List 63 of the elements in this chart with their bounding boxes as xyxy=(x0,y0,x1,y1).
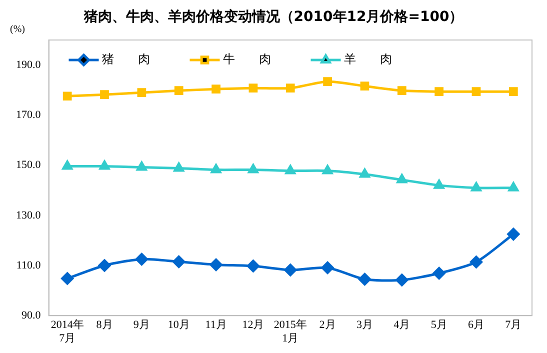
point xyxy=(508,182,519,192)
y-tick-label: 110.0 xyxy=(16,259,42,272)
point xyxy=(98,259,111,272)
x-tick-label: 11月 xyxy=(205,319,227,332)
y-tick-label: 190.0 xyxy=(16,58,42,71)
point xyxy=(360,82,370,91)
y-tick-label: 150.0 xyxy=(16,159,42,172)
y-tick-label: 130.0 xyxy=(16,209,42,222)
point xyxy=(62,92,72,101)
point xyxy=(321,261,334,274)
point xyxy=(174,86,184,96)
point xyxy=(137,88,146,98)
point xyxy=(470,256,482,268)
point xyxy=(397,86,406,96)
x-tick-label: 6月 xyxy=(468,319,484,332)
y-tick-label: 90.0 xyxy=(22,309,42,322)
point xyxy=(396,174,408,184)
point xyxy=(62,160,72,170)
point xyxy=(285,165,296,174)
x-tick-label: 8月 xyxy=(96,319,113,332)
point xyxy=(322,165,333,174)
x-tick-label: 2015年 1月 xyxy=(274,319,307,344)
point xyxy=(248,84,258,93)
point xyxy=(471,182,482,192)
point xyxy=(212,84,220,94)
point xyxy=(100,90,109,100)
point xyxy=(172,255,186,268)
point xyxy=(434,180,444,189)
point xyxy=(246,260,260,272)
point xyxy=(99,160,110,170)
point xyxy=(396,274,408,286)
x-tick-label: 3月 xyxy=(356,319,373,332)
point xyxy=(248,164,258,174)
point xyxy=(136,162,147,171)
point xyxy=(61,272,74,285)
point xyxy=(174,162,184,172)
legend-label: 羊 肉 xyxy=(344,52,392,66)
x-tick-label: 2014年 7月 xyxy=(50,319,84,344)
point xyxy=(434,87,444,96)
y-tick-label: 170.0 xyxy=(16,109,42,122)
legend-label: 牛 肉 xyxy=(222,52,271,66)
x-tick-label: 5月 xyxy=(430,319,448,332)
x-tick-label: 7月 xyxy=(505,319,522,332)
point xyxy=(210,164,222,174)
chart-title: 猪肉、牛肉、羊肉价格变动情况（2010年12月价格=100） xyxy=(84,9,464,25)
point xyxy=(210,258,222,271)
x-tick-label: 12月 xyxy=(242,319,264,332)
point xyxy=(284,264,297,276)
x-tick-label: 10月 xyxy=(168,319,190,332)
x-tick-label: 2月 xyxy=(319,319,336,332)
x-tick-label: 4月 xyxy=(394,319,410,332)
x-tick-label: 9月 xyxy=(133,319,150,332)
point xyxy=(360,168,370,178)
point xyxy=(508,87,518,96)
legend-label: 猪 肉 xyxy=(102,52,150,66)
point xyxy=(358,273,371,286)
point xyxy=(472,87,481,96)
point xyxy=(286,84,295,93)
point xyxy=(507,228,520,240)
point xyxy=(323,77,332,86)
y-axis-title: (%) xyxy=(10,24,25,35)
point xyxy=(135,252,148,266)
point xyxy=(432,267,446,280)
